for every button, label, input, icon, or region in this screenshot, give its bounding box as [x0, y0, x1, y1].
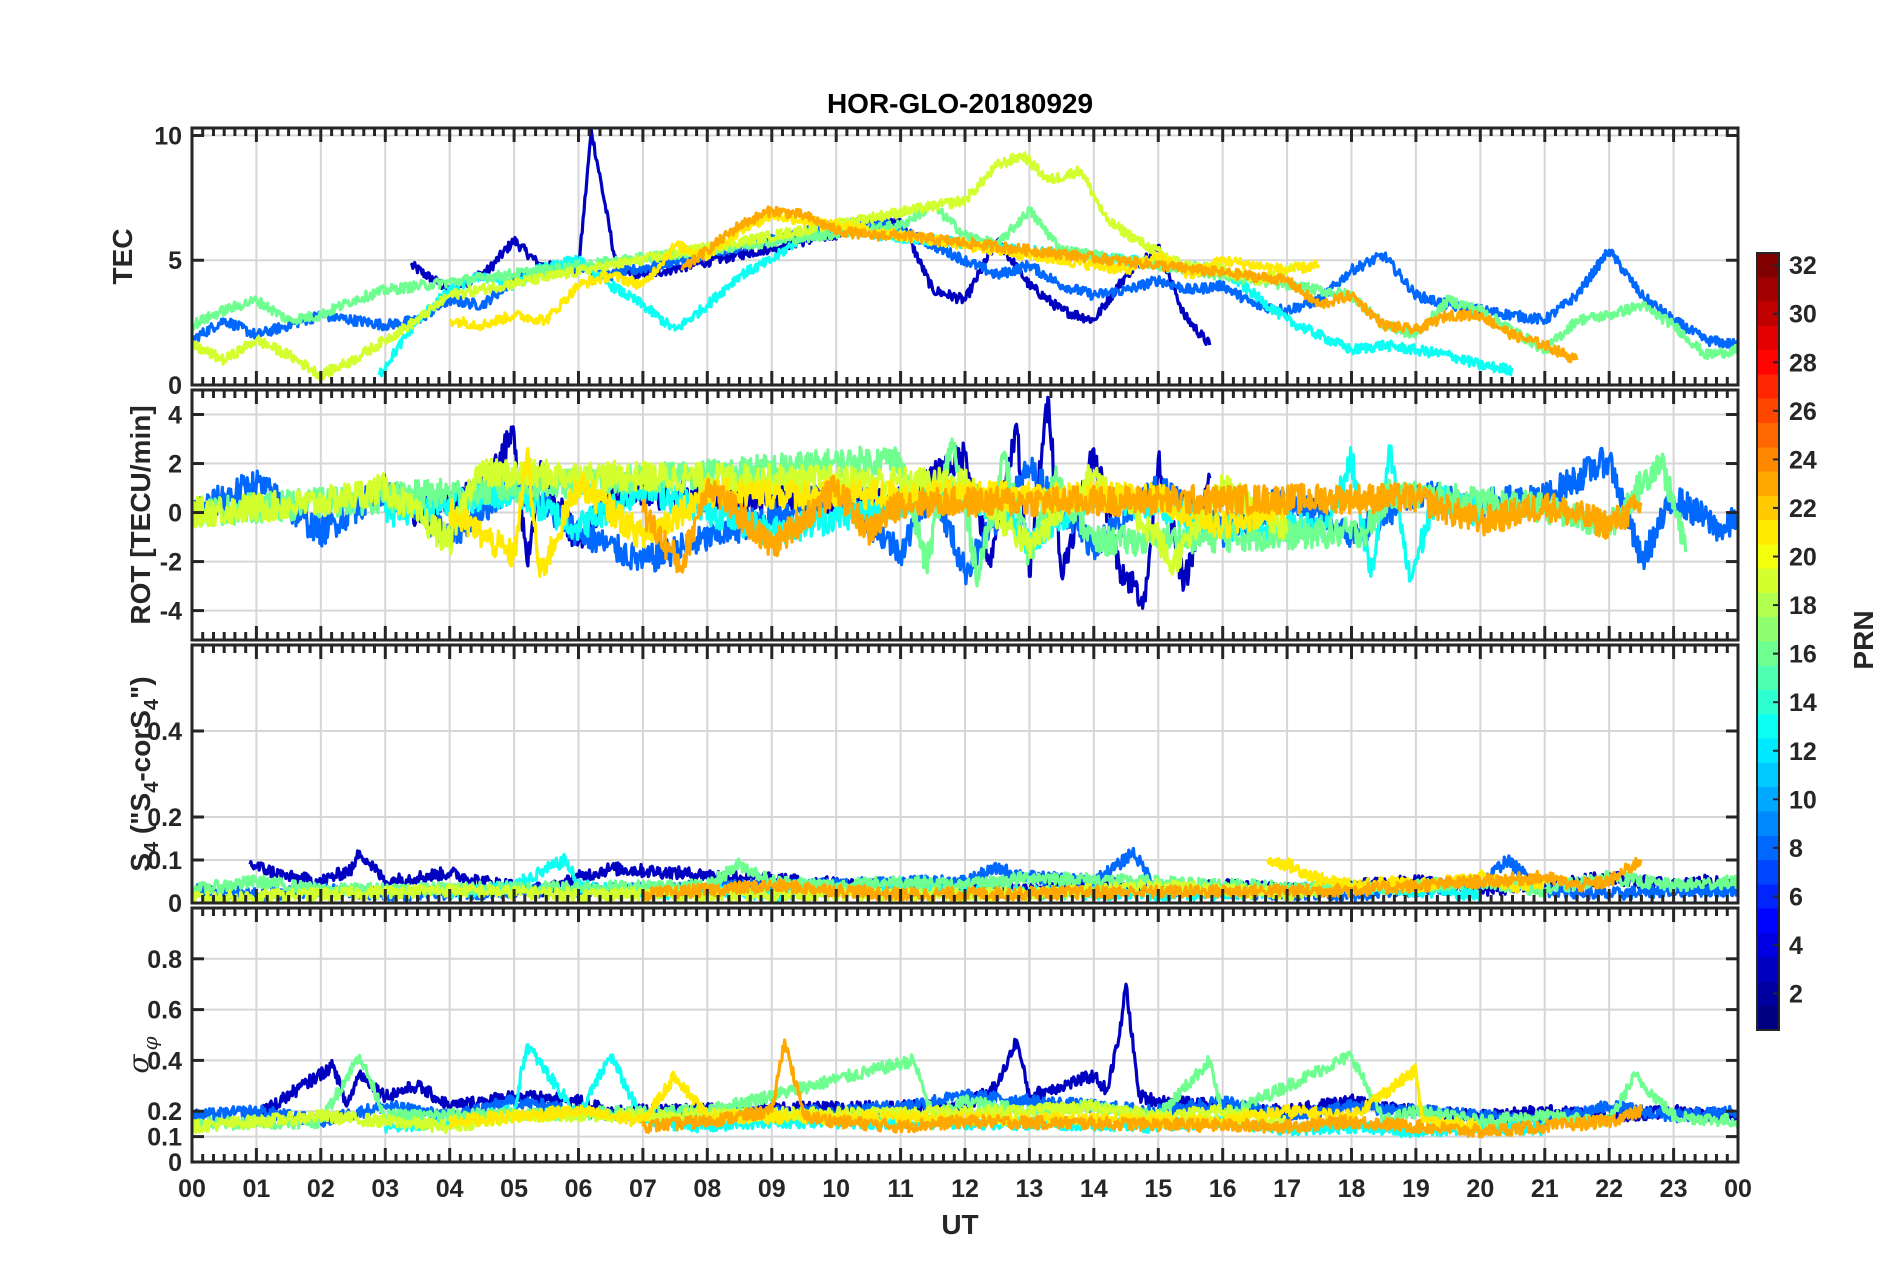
- series-group: [192, 846, 1738, 903]
- y-tick-label: 0.4: [147, 718, 182, 746]
- y-tick-label: 10: [154, 122, 182, 150]
- x-tick-label: 02: [307, 1175, 335, 1203]
- colorbar-tick-label: 8: [1789, 835, 1803, 863]
- y-tick-label: -4: [160, 598, 182, 626]
- x-tick-label: 13: [1016, 1175, 1044, 1203]
- y-tick-label: 0.8: [147, 946, 182, 974]
- y-axis-label: TEC: [107, 229, 138, 285]
- colorbar-tick-label: 2: [1789, 981, 1803, 1009]
- colorbar-tick-label: 24: [1789, 446, 1817, 474]
- series-group: [192, 128, 1738, 381]
- y-tick-label: -2: [160, 549, 182, 577]
- x-tick-label: 22: [1595, 1175, 1623, 1203]
- series-line-prn-19: [192, 151, 1302, 381]
- panel-S4: 0 0.1 0.2 0.4S4 ("S4-corS4"): [125, 643, 1740, 918]
- colorbar-tick-label: 18: [1789, 592, 1817, 620]
- x-tick-label: 12: [951, 1175, 979, 1203]
- y-tick-label: 0.2: [147, 1098, 182, 1126]
- series-group: [192, 982, 1738, 1139]
- x-tick-label: 00: [178, 1175, 206, 1203]
- colorbar-tick-label: 20: [1789, 544, 1817, 572]
- colorbar-tick-label: 6: [1789, 883, 1803, 911]
- y-tick-label: 4: [168, 402, 182, 430]
- y-axis-label: S4 ("S4-corS4"): [125, 676, 163, 871]
- colorbar-tick-label: 26: [1789, 398, 1817, 426]
- panel-ROT: -4 -2 0 2 4 ROT [TECU/min]: [125, 388, 1740, 642]
- colorbar-tick-label: 4: [1789, 932, 1803, 960]
- y-axis-label: σφ: [122, 1036, 162, 1073]
- series-line-prn-16: [192, 1050, 1738, 1132]
- colorbar-tick-label: 12: [1789, 738, 1817, 766]
- x-tick-label: 01: [243, 1175, 271, 1203]
- x-tick-label: 23: [1660, 1175, 1688, 1203]
- x-tick-label: 06: [565, 1175, 593, 1203]
- minor-ticks: [190, 390, 1740, 640]
- minor-ticks: [190, 645, 1740, 903]
- series-group: [192, 395, 1738, 610]
- y-tick-label: 0: [168, 890, 182, 918]
- series-line-prn-23: [641, 474, 1643, 574]
- x-tick-label: 03: [371, 1175, 399, 1203]
- panel-sigma_phi: 00.10.2 0.4 0.6 0.8 σφ: [122, 906, 1740, 1177]
- x-tick-label: 04: [436, 1175, 464, 1203]
- x-tick-label: 05: [500, 1175, 528, 1203]
- y-tick-label: 0: [168, 372, 182, 400]
- x-tick-label: 17: [1273, 1175, 1301, 1203]
- x-tick-label: 14: [1080, 1175, 1108, 1203]
- colorbar-gradient: [1757, 253, 1779, 1030]
- x-tick-label: 15: [1144, 1175, 1172, 1203]
- x-tick-label: 09: [758, 1175, 786, 1203]
- series-line-prn-19: [192, 878, 1320, 903]
- y-tick-label: 5: [168, 247, 182, 275]
- colorbar-tick-label: 30: [1789, 301, 1817, 329]
- x-tick-label: 11: [887, 1175, 914, 1203]
- colorbar-tick-label: 14: [1789, 689, 1817, 717]
- x-tick-label: 19: [1402, 1175, 1430, 1203]
- colorbar-tick-label: 28: [1789, 349, 1817, 377]
- x-axis-label: UT: [941, 1209, 978, 1240]
- colorbar-tick-label: 16: [1789, 641, 1817, 669]
- panel-TEC: 0 5 10 TEC: [107, 122, 1740, 400]
- x-tick-label: 07: [629, 1175, 657, 1203]
- colorbar-tick-label: 22: [1789, 495, 1817, 523]
- x-tick-label: 10: [822, 1175, 850, 1203]
- y-tick-label: 0.2: [147, 804, 182, 832]
- series-line-prn-3: [255, 982, 1738, 1124]
- x-tick-label: 20: [1466, 1175, 1494, 1203]
- colorbar-tick-label: 32: [1789, 252, 1817, 280]
- x-tick-label: 21: [1531, 1175, 1559, 1203]
- y-tick-label: 0: [168, 1149, 182, 1177]
- x-tick-label: 08: [693, 1175, 721, 1203]
- x-tick-label: 16: [1209, 1175, 1237, 1203]
- series-line-prn-16: [192, 201, 1738, 361]
- y-tick-label: 0.1: [147, 847, 182, 875]
- chart-title: HOR-GLO-20180929: [827, 88, 1093, 119]
- colorbar-frame: [1756, 252, 1780, 1031]
- series-line-prn-23: [680, 205, 1579, 364]
- y-tick-label: 0.1: [147, 1124, 182, 1152]
- y-tick-label: 0.4: [147, 1047, 182, 1075]
- x-tick-label: 00: [1724, 1175, 1752, 1203]
- y-axis-label: ROT [TECU/min]: [125, 405, 156, 624]
- series-line-prn-23: [641, 1038, 1643, 1139]
- colorbar-label: PRN: [1848, 610, 1879, 669]
- y-tick-label: 0: [168, 500, 182, 528]
- minor-ticks: [190, 908, 1740, 1162]
- colorbar-tick-label: 10: [1789, 786, 1817, 814]
- y-tick-label: 2: [168, 451, 182, 479]
- x-tick-label: 18: [1338, 1175, 1366, 1203]
- series-line-prn-23: [641, 856, 1643, 902]
- y-tick-label: 0.6: [147, 997, 182, 1025]
